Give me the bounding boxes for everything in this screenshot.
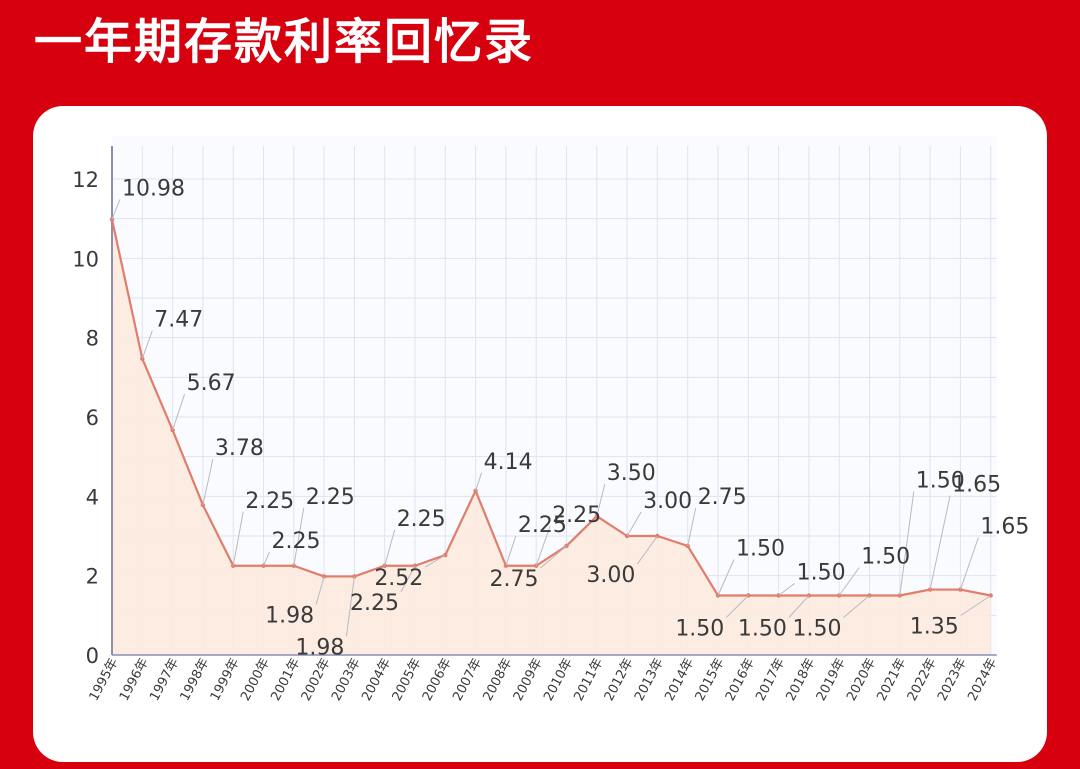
y-tick-label: 4 bbox=[86, 485, 99, 509]
label-layer: 10.987.475.673.782.252.252.251.981.982.2… bbox=[122, 176, 1029, 660]
data-label: 2.25 bbox=[518, 513, 567, 538]
data-label: 2.25 bbox=[306, 485, 355, 510]
data-label: 2.52 bbox=[374, 566, 423, 591]
leader-line bbox=[899, 491, 915, 596]
data-label: 1.35 bbox=[910, 615, 959, 640]
leader-line bbox=[263, 551, 270, 566]
y-tick-label: 12 bbox=[72, 168, 99, 192]
data-label: 1.65 bbox=[980, 515, 1029, 540]
data-label: 4.14 bbox=[484, 450, 533, 475]
data-label: 3.00 bbox=[643, 489, 692, 514]
data-label: 1.50 bbox=[793, 617, 842, 642]
data-label: 3.50 bbox=[607, 461, 656, 486]
leader-line bbox=[475, 472, 483, 491]
data-point bbox=[443, 552, 448, 558]
leader-line bbox=[535, 525, 551, 566]
series-line bbox=[110, 219, 991, 597]
leader-line bbox=[293, 507, 305, 566]
leader-line bbox=[425, 554, 446, 568]
data-label: 7.47 bbox=[154, 308, 203, 333]
leader-line bbox=[788, 595, 810, 618]
data-point bbox=[352, 574, 357, 579]
data-label: 2.25 bbox=[245, 489, 294, 514]
leader-line bbox=[960, 595, 991, 616]
leader-line bbox=[345, 576, 355, 637]
leader-line bbox=[929, 495, 951, 590]
area-fill bbox=[112, 219, 991, 655]
y-tick-label: 6 bbox=[86, 406, 99, 430]
leader-line bbox=[141, 330, 153, 359]
chart-card: 0 2 4 6 8 10 12 1995年 1996年 1997年 1998年 1999年 2000年 2… bbox=[33, 106, 1047, 762]
data-label: 1.98 bbox=[265, 603, 314, 628]
data-label: 2.25 bbox=[552, 503, 601, 528]
leader-line bbox=[725, 595, 749, 618]
leader-line bbox=[172, 393, 186, 431]
data-label: 1.50 bbox=[738, 617, 787, 642]
leader-line bbox=[636, 535, 658, 565]
data-label: 1.50 bbox=[916, 469, 965, 494]
page-title: 一年期存款利率回忆录 bbox=[34, 14, 535, 70]
data-point bbox=[321, 574, 327, 579]
leader-line bbox=[838, 567, 860, 596]
data-label: 2.25 bbox=[350, 591, 399, 616]
leader-line bbox=[626, 511, 642, 537]
data-label: 3.78 bbox=[215, 436, 264, 461]
data-label: 3.00 bbox=[586, 563, 635, 588]
data-label: 2.25 bbox=[397, 507, 446, 532]
leader-line bbox=[400, 565, 416, 592]
leader-line bbox=[232, 511, 244, 566]
leader-line bbox=[959, 537, 979, 590]
data-label: 1.50 bbox=[797, 561, 846, 586]
data-label: 2.75 bbox=[698, 485, 747, 510]
leader-line bbox=[111, 199, 121, 220]
leader-line bbox=[596, 484, 606, 517]
leader-line bbox=[843, 595, 870, 618]
data-label: 1.50 bbox=[861, 545, 910, 570]
y-tick-label: 8 bbox=[86, 327, 99, 351]
data-label: 5.67 bbox=[187, 371, 236, 396]
leader-line bbox=[540, 545, 567, 569]
y-tick-label: 2 bbox=[86, 565, 99, 589]
leader-line bbox=[778, 583, 795, 596]
data-label: 1.98 bbox=[295, 635, 344, 660]
leader-line bbox=[687, 507, 697, 547]
y-tick-label: 0 bbox=[86, 644, 99, 668]
leader-layer bbox=[111, 199, 991, 637]
y-tick-label: 10 bbox=[72, 247, 99, 271]
data-label: 2.25 bbox=[272, 529, 321, 554]
leader-line bbox=[717, 559, 735, 596]
line-chart: 0246810121995年1996年1997年1998年1999年2000年2… bbox=[72, 136, 1029, 704]
leader-line bbox=[384, 529, 396, 566]
data-point bbox=[503, 563, 509, 568]
data-label: 2.75 bbox=[490, 567, 539, 592]
data-label: 10.98 bbox=[122, 176, 185, 201]
data-label: 1.50 bbox=[675, 617, 724, 642]
leader-line bbox=[505, 535, 517, 566]
data-label: 1.65 bbox=[952, 473, 1001, 498]
data-label: 1.50 bbox=[736, 537, 785, 562]
data-point bbox=[109, 217, 115, 222]
leader-line bbox=[315, 576, 325, 605]
leader-line bbox=[202, 458, 214, 506]
x-tick-label: 2024年 bbox=[965, 656, 1000, 704]
area-layer bbox=[112, 219, 991, 655]
